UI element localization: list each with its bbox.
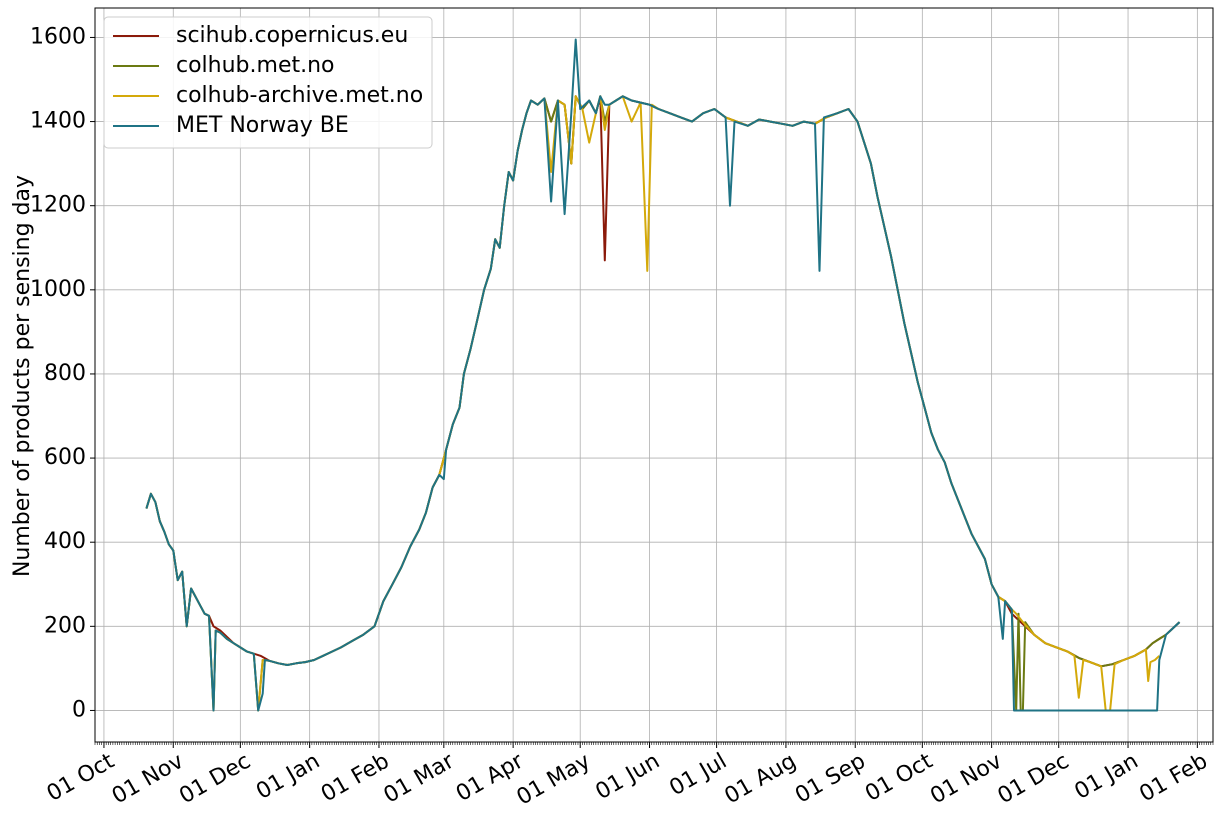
y-tick-label: 600 — [44, 445, 86, 470]
legend-label: MET Norway BE — [176, 113, 349, 138]
x-tick-label: 01 Jan — [1070, 749, 1142, 805]
series-group — [145, 38, 1181, 712]
y-tick-label: 1200 — [30, 193, 86, 218]
legend-label: scihub.copernicus.eu — [176, 23, 408, 48]
x-tick-label: 01 Jan — [252, 749, 324, 805]
series-line — [145, 95, 1181, 668]
x-tick-label: 01 Mar — [380, 748, 460, 808]
y-tick-label: 1400 — [30, 109, 86, 134]
legend-frame — [103, 16, 433, 149]
x-tick-label: 01 Dec — [994, 749, 1074, 809]
x-tick-label: 01 Sep — [791, 749, 870, 809]
x-tick-label: 01 Feb — [317, 749, 394, 808]
series-line — [145, 95, 1181, 712]
plot-frame — [94, 7, 1214, 743]
y-tick-label: 200 — [44, 613, 86, 638]
y-tick-label: 1000 — [30, 277, 86, 302]
x-tick-label: 01 Feb — [1135, 749, 1212, 808]
x-tick-label: 01 Dec — [175, 749, 255, 809]
y-axis: 0 200 400 600 800 1000 1200 1400 1600 — [30, 24, 95, 722]
legend-label: colhub.met.no — [176, 53, 335, 78]
x-tick-label: 01 Nov — [926, 749, 1006, 810]
y-tick-label: 800 — [44, 361, 86, 386]
series-line — [145, 95, 1160, 712]
legend-label: colhub-archive.met.no — [176, 83, 423, 108]
x-tick-label: 01 May — [513, 749, 595, 811]
x-tick-label: 01 Nov — [108, 749, 188, 810]
y-axis-title: Number of products per sensing day — [10, 175, 35, 577]
legend: scihub.copernicus.eu colhub.met.no colhub-… — [103, 16, 433, 149]
x-tick-label: 01 Jun — [592, 749, 665, 805]
x-tick-label: 01 Oct — [861, 749, 937, 807]
x-tick-label: 01 Aug — [721, 749, 801, 810]
x-tick-label: 01 Jul — [665, 749, 731, 801]
y-tick-label: 400 — [44, 529, 86, 554]
series-line — [145, 38, 1181, 712]
y-tick-label: 1600 — [30, 24, 86, 49]
x-tick-label: 01 Oct — [43, 749, 119, 807]
y-tick-label: 0 — [72, 697, 86, 722]
